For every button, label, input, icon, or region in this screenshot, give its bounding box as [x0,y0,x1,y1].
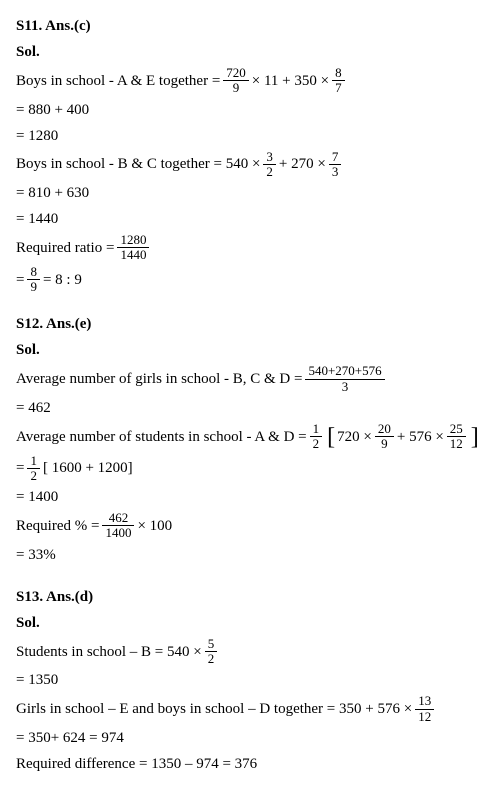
text: = [16,268,24,292]
sol-label: Sol. [16,611,485,635]
bracket-open: [ [327,425,335,449]
calc-line: = 1280 [16,124,485,148]
calc-line: Required ratio = 1280 1440 [16,233,485,263]
text: Average number of students in school - A… [16,425,307,449]
text: = 8 : 9 [43,268,82,292]
calc-line: = 1350 [16,668,485,692]
bracket-close: ] [471,425,479,449]
calc-line: Average number of students in school - A… [16,422,485,452]
calc-line: Average number of girls in school - B, C… [16,364,485,394]
text: Average number of girls in school - B, C… [16,367,302,391]
solution-12: S12. Ans.(e) Sol. Average number of girl… [16,312,485,566]
calc-line: = 1 2 [ 1600 + 1200] [16,454,485,484]
calc-line: Boys in school - B & C together = 540 × … [16,150,485,180]
answer-header: S11. Ans.(c) [16,14,485,38]
calc-line: Required % = 462 1400 × 100 [16,511,485,541]
fraction: 8 9 [27,265,40,295]
calc-line: Boys in school - A & E together = 720 9 … [16,66,485,96]
fraction: 462 1400 [102,511,134,541]
fraction: 25 12 [447,422,466,452]
fraction: 5 2 [205,637,218,667]
calc-line: = 8 9 = 8 : 9 [16,265,485,295]
answer-header: S13. Ans.(d) [16,585,485,609]
calc-line: = 33% [16,543,485,567]
solution-13: S13. Ans.(d) Sol. Students in school – B… [16,585,485,776]
calc-line: = 880 + 400 [16,98,485,122]
text: × 100 [137,514,172,538]
answer-header: S12. Ans.(e) [16,312,485,336]
fraction: 7 3 [329,150,342,180]
fraction: 1280 1440 [117,233,149,263]
text: [ 1600 + 1200] [43,456,133,480]
text: × 11 + 350 × [252,69,329,93]
fraction: 540+270+576 3 [305,364,384,394]
calc-line: Students in school – B = 540 × 5 2 [16,637,485,667]
solution-11: S11. Ans.(c) Sol. Boys in school - A & E… [16,14,485,294]
fraction: 1 2 [27,454,40,484]
fraction: 3 2 [263,150,276,180]
calc-line: = 1400 [16,485,485,509]
text: = [16,456,24,480]
sol-label: Sol. [16,40,485,64]
calc-line: Required difference = 1350 – 974 = 376 [16,752,485,776]
fraction: 8 7 [332,66,345,96]
sol-label: Sol. [16,338,485,362]
text: Boys in school - A & E together = [16,69,220,93]
fraction: 13 12 [415,694,434,724]
fraction: 1 2 [310,422,323,452]
calc-line: = 350+ 624 = 974 [16,726,485,750]
calc-line: = 1440 [16,207,485,231]
fraction: 20 9 [375,422,394,452]
text: Required ratio = [16,236,114,260]
text: Students in school – B = 540 × [16,640,202,664]
text: + 270 × [279,152,326,176]
text: Required % = [16,514,99,538]
text: Boys in school - B & C together = 540 × [16,152,260,176]
calc-line: = 810 + 630 [16,181,485,205]
text: Girls in school – E and boys in school –… [16,697,412,721]
text: + 576 × [397,425,444,449]
calc-line: Girls in school – E and boys in school –… [16,694,485,724]
text: 720 × [337,425,372,449]
calc-line: = 462 [16,396,485,420]
fraction: 720 9 [223,66,249,96]
